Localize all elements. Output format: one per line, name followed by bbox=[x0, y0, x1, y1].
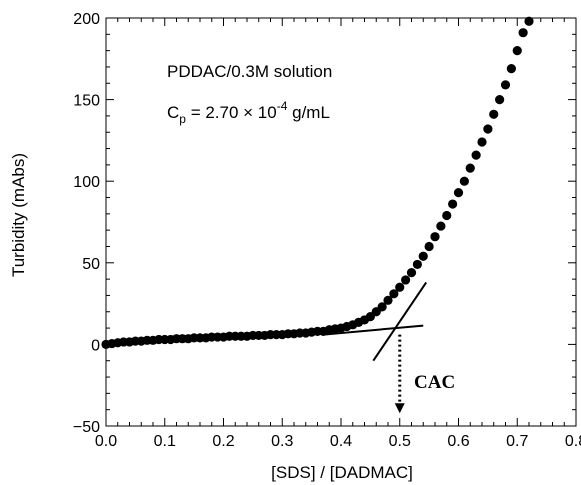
data-point bbox=[495, 95, 505, 105]
data-point bbox=[477, 137, 487, 147]
cp-value: = 2.70 × 10 bbox=[186, 103, 277, 122]
x-tick-label: 0.3 bbox=[271, 433, 293, 450]
x-tick-label: 0.0 bbox=[95, 433, 117, 450]
y-tick-label: 150 bbox=[73, 93, 100, 110]
data-point bbox=[389, 289, 399, 299]
y-tick-label: 50 bbox=[82, 256, 100, 273]
data-point bbox=[512, 46, 522, 56]
y-tick-label: −50 bbox=[73, 419, 100, 436]
tangent-line bbox=[323, 324, 424, 336]
x-tick-label: 0.6 bbox=[447, 433, 469, 450]
data-point bbox=[465, 163, 475, 173]
data-point bbox=[412, 259, 422, 270]
cp-unit: g/mL bbox=[287, 103, 330, 122]
data-point bbox=[401, 275, 411, 285]
data-point bbox=[500, 80, 511, 90]
solution-annotation: PDDAC/0.3M solution bbox=[167, 62, 332, 81]
x-axis-ticks: 0.0 0.1 0.2 0.3 0.4 0.5 0.6 0.7 0.8 bbox=[95, 18, 581, 450]
y-tick-label: 200 bbox=[73, 11, 100, 28]
data-point bbox=[471, 150, 481, 160]
data-point bbox=[406, 267, 417, 278]
data-point bbox=[430, 232, 440, 242]
y-tick-label: 100 bbox=[73, 174, 100, 191]
x-tick-label: 0.5 bbox=[389, 433, 411, 450]
data-point bbox=[436, 221, 446, 231]
data-point bbox=[483, 124, 493, 134]
cp-symbol: C bbox=[167, 103, 179, 122]
data-point bbox=[453, 188, 464, 198]
cp-subscript: p bbox=[179, 112, 186, 126]
data-point bbox=[377, 302, 387, 312]
data-point bbox=[424, 241, 434, 252]
x-tick-label: 0.8 bbox=[565, 433, 581, 450]
data-point bbox=[383, 295, 393, 305]
tangent-line bbox=[372, 281, 428, 362]
concentration-annotation: Cp = 2.70 × 10-4 g/mL bbox=[167, 99, 330, 126]
x-tick-label: 0.4 bbox=[330, 433, 352, 450]
data-series bbox=[101, 16, 534, 349]
data-point bbox=[524, 16, 534, 26]
x-tick-label: 0.1 bbox=[154, 433, 176, 450]
cp-exponent: -4 bbox=[277, 99, 288, 113]
y-axis-label: Turbidity (mAbs) bbox=[9, 153, 28, 277]
x-tick-label: 0.7 bbox=[506, 433, 528, 450]
data-point bbox=[448, 199, 458, 209]
cac-arrow bbox=[394, 334, 405, 414]
data-point bbox=[489, 109, 499, 119]
cac-label: CAC bbox=[414, 372, 455, 393]
cac-arrow-head bbox=[394, 403, 405, 414]
data-point bbox=[395, 282, 405, 292]
data-point bbox=[506, 63, 516, 74]
tangent-lines bbox=[323, 281, 428, 362]
data-point bbox=[518, 28, 528, 38]
x-tick-label: 0.2 bbox=[212, 433, 234, 450]
x-axis-label: [SDS] / [DADMAC] bbox=[271, 463, 413, 482]
y-axis-ticks: −50 0 50 100 150 200 bbox=[73, 11, 576, 436]
data-point bbox=[459, 176, 469, 186]
data-point bbox=[418, 251, 428, 261]
y-tick-label: 0 bbox=[91, 337, 100, 354]
data-point bbox=[442, 210, 452, 221]
